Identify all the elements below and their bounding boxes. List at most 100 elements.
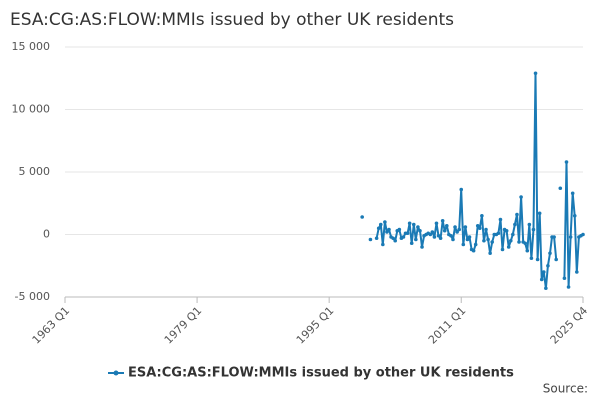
point xyxy=(515,212,519,217)
y-tick-label: 0 xyxy=(43,228,50,241)
point xyxy=(482,238,486,243)
point xyxy=(432,235,437,239)
point xyxy=(405,231,410,236)
point xyxy=(438,236,443,241)
point xyxy=(414,237,418,242)
point xyxy=(383,220,387,224)
point xyxy=(360,215,364,219)
point xyxy=(554,257,558,262)
legend-marker xyxy=(113,370,119,376)
point xyxy=(513,222,517,227)
point xyxy=(529,256,534,261)
point xyxy=(490,240,494,244)
y-tick-label: 10 000 xyxy=(12,103,51,116)
x-tick-label: 1963 Q1 xyxy=(30,304,73,347)
legend-label: ESA:CG:AS:FLOW:MMIs issued by other UK r… xyxy=(128,366,514,381)
point xyxy=(434,221,439,226)
x-tick-label: 2011 Q1 xyxy=(426,304,469,347)
point xyxy=(455,230,459,234)
x-tick-label: 1995 Q1 xyxy=(294,304,337,347)
point xyxy=(465,237,470,242)
point xyxy=(562,276,567,281)
series-line xyxy=(375,72,584,290)
y-tick-label: 15 000 xyxy=(12,40,51,53)
point xyxy=(463,225,468,229)
point xyxy=(378,222,383,227)
point xyxy=(457,227,461,232)
chart-title: ESA:CG:AS:FLOW:MMIs issued by other UK r… xyxy=(10,10,454,30)
point xyxy=(537,211,542,216)
point xyxy=(418,228,422,233)
point xyxy=(411,222,416,227)
point xyxy=(449,233,453,238)
point xyxy=(552,235,556,239)
point xyxy=(376,226,381,231)
point xyxy=(409,241,414,246)
point xyxy=(436,233,441,238)
point xyxy=(506,245,511,249)
point xyxy=(428,232,433,237)
point xyxy=(539,277,544,282)
point xyxy=(407,221,412,226)
source: Source: xyxy=(543,382,588,396)
point xyxy=(511,232,515,237)
point xyxy=(533,71,538,76)
point xyxy=(570,191,575,196)
point xyxy=(575,270,579,274)
point xyxy=(387,227,391,232)
point xyxy=(440,218,445,223)
point xyxy=(451,237,455,242)
point xyxy=(471,248,476,253)
x-tick-label: 2025 Q4 xyxy=(548,304,591,347)
point xyxy=(581,232,585,237)
point xyxy=(385,230,389,234)
point xyxy=(519,195,523,199)
point xyxy=(467,235,472,239)
point xyxy=(430,230,435,234)
point xyxy=(473,242,478,247)
point xyxy=(486,237,490,242)
point xyxy=(566,285,571,289)
point xyxy=(523,241,528,246)
point xyxy=(397,227,402,232)
point xyxy=(527,222,532,227)
point xyxy=(393,238,397,243)
point xyxy=(416,225,420,229)
point xyxy=(475,223,480,228)
point xyxy=(525,248,530,253)
point xyxy=(568,235,573,239)
point xyxy=(504,228,509,233)
point xyxy=(484,227,488,232)
point xyxy=(531,227,536,232)
point xyxy=(461,242,466,247)
point xyxy=(500,247,505,252)
point xyxy=(420,245,424,249)
point xyxy=(558,186,563,191)
point xyxy=(498,217,503,222)
point xyxy=(535,257,540,262)
point xyxy=(541,270,546,274)
point xyxy=(401,235,406,239)
point xyxy=(459,187,464,192)
point xyxy=(517,240,521,244)
point xyxy=(374,236,379,241)
point xyxy=(572,213,577,218)
point xyxy=(564,160,569,164)
point xyxy=(508,238,513,243)
y-tick-label: -5 000 xyxy=(15,290,50,303)
point xyxy=(548,251,552,256)
point xyxy=(453,225,457,229)
x-tick-label: 1979 Q1 xyxy=(162,304,205,347)
point xyxy=(488,251,492,256)
point xyxy=(391,236,395,241)
point xyxy=(544,286,548,291)
point xyxy=(444,223,449,228)
y-tick-label: 5 000 xyxy=(19,165,51,178)
point xyxy=(368,237,373,242)
point xyxy=(381,242,385,247)
point xyxy=(546,263,550,268)
point xyxy=(478,226,482,231)
point xyxy=(442,228,447,233)
